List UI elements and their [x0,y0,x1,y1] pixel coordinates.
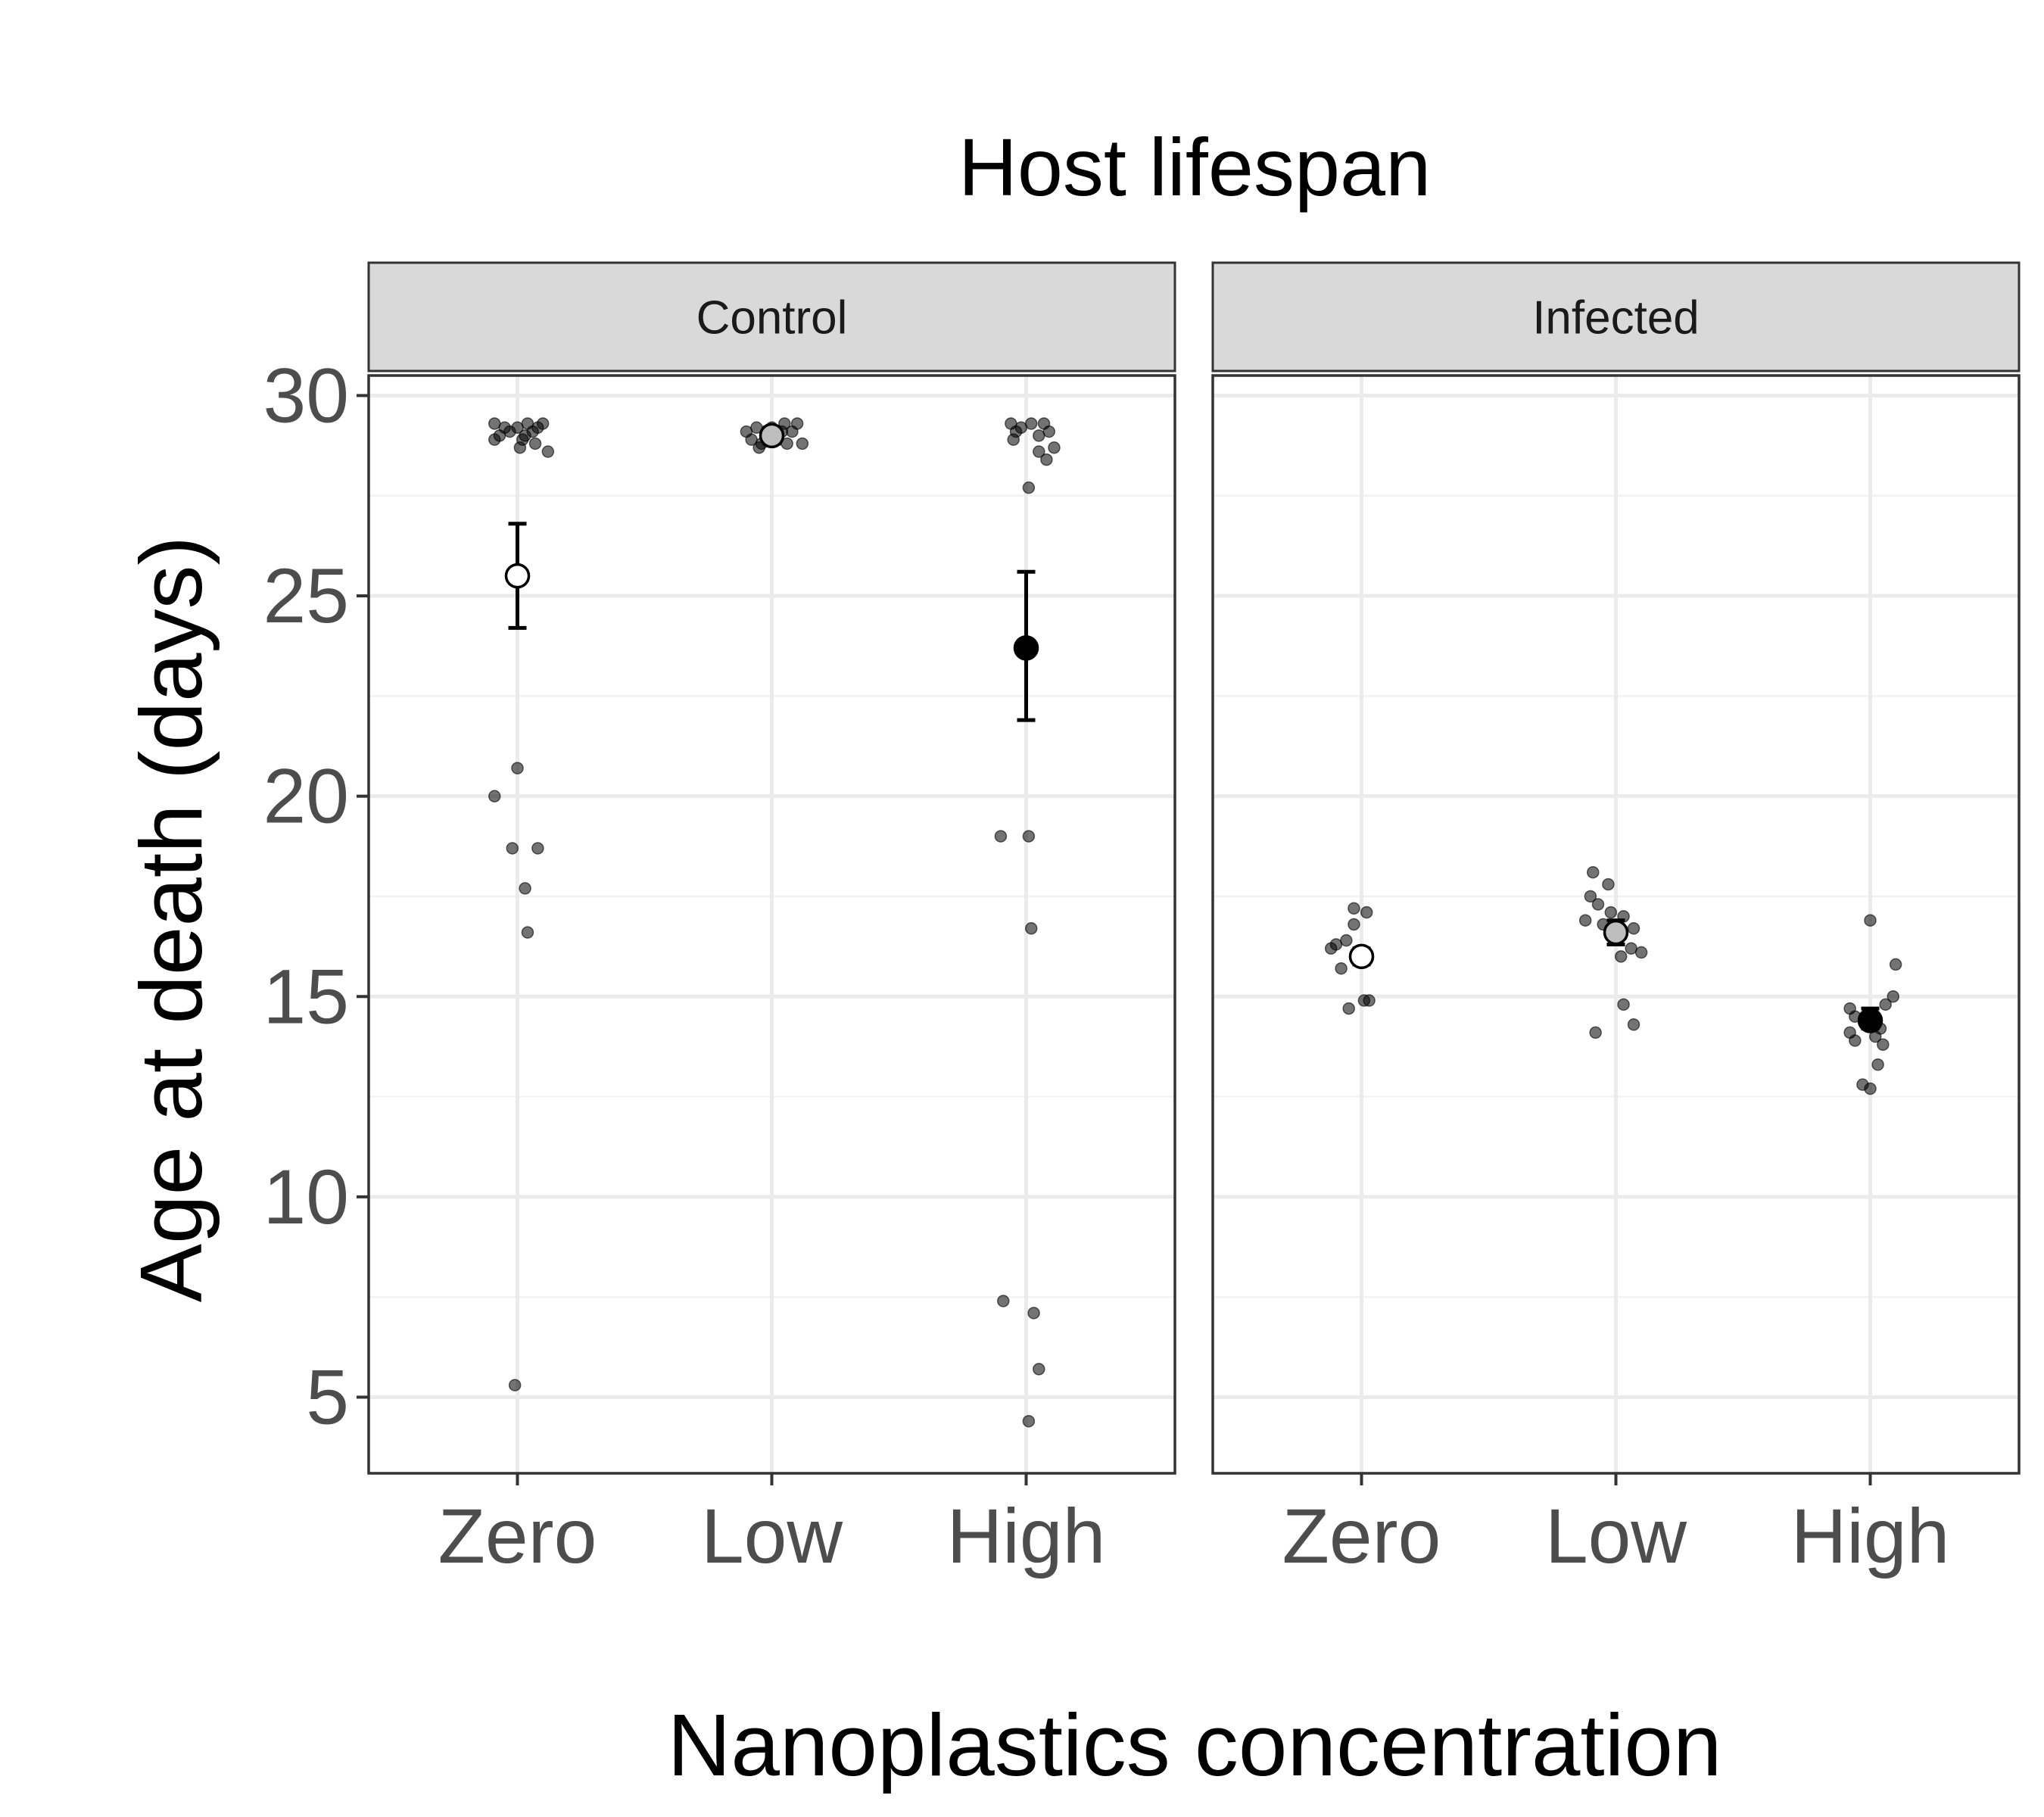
data-point [796,437,809,450]
mean-marker [1348,943,1375,970]
data-point [1342,1002,1355,1015]
data-point [1348,918,1360,931]
x-tick-label: Low [1545,1493,1687,1579]
x-tick-label: Zero [438,1493,597,1579]
group-zero [488,417,555,1392]
facet-strip [1211,261,2021,372]
data-point [1048,441,1061,454]
facet-panel-infected: Infected Zero Low High [1211,261,2021,1579]
y-axis-title: Age at death (days) [122,536,220,1302]
mean-marker [759,422,785,449]
group-low [1578,865,1648,1039]
data-point [1033,445,1045,458]
mean-marker [504,563,531,589]
data-point [1022,481,1036,494]
data-point [1022,830,1036,843]
data-point [1324,942,1338,955]
mean-marker [1013,635,1039,661]
data-point [1024,417,1038,430]
y-tick-label: 5 [306,1354,349,1440]
data-point [1340,933,1353,947]
data-point [531,842,544,855]
data-point [1877,1038,1890,1052]
x-tick-label: Low [701,1493,843,1579]
data-point [1879,998,1892,1011]
data-point [1007,433,1020,446]
data-point [1627,1018,1640,1031]
data-point [541,445,555,458]
data-point [1357,994,1371,1007]
mean-marker [1857,1008,1884,1033]
data-point [1589,1026,1602,1039]
data-point [1864,914,1877,927]
y-tick-label: 25 [263,553,349,639]
x-tick-label: Zero [1282,1493,1441,1579]
data-point [488,433,501,446]
y-tick-label: 15 [263,953,349,1039]
data-point [511,762,524,774]
data-point [506,842,519,855]
data-point [1591,898,1605,911]
data-point [1587,865,1600,879]
data-point [1602,877,1615,891]
data-point [519,429,531,442]
data-point [994,830,1008,843]
data-point [1614,950,1628,963]
data-point [488,790,501,803]
facet-panels: Control Zero Low High Infected Zero Low High [367,261,2021,1579]
data-point [1042,425,1055,438]
x-axis-title: Nanoplastics concentration [668,1696,1722,1794]
data-point [1584,890,1597,903]
y-axis: 5 10 15 20 25 30 [263,352,369,1440]
data-point [790,417,804,430]
data-point [528,437,542,450]
data-point [1360,905,1373,919]
data-point [1033,1363,1045,1376]
data-point [1871,1058,1884,1071]
group-zero [1324,902,1376,1015]
data-point [1889,958,1902,971]
data-point [997,1295,1010,1307]
chart-title: Host lifespan [958,121,1431,213]
group-high [994,417,1061,1428]
facet-strip-label: Control [696,292,848,344]
data-point [1627,922,1640,935]
data-point [1634,946,1648,959]
facet-strip [367,261,1176,372]
group-high [1843,914,1902,1095]
facet-panel-control: Control Zero Low High [367,261,1176,1579]
x-tick-label: High [1791,1493,1950,1579]
y-tick-label: 10 [263,1154,349,1240]
data-point [519,882,531,895]
data-point [778,417,791,430]
data-point [1335,961,1348,975]
data-point [1024,922,1038,935]
data-point [513,441,527,454]
facet-strip-label: Infected [1532,292,1700,344]
data-point [536,417,550,430]
y-tick-label: 30 [263,352,349,438]
data-point [1027,1307,1040,1320]
data-point [1849,1034,1862,1047]
mean-marker [1603,919,1629,946]
data-point [508,1379,522,1392]
data-point [1578,914,1592,927]
data-point [1022,1414,1036,1428]
data-point [1040,453,1053,466]
data-point [1604,905,1618,919]
data-point [521,926,534,939]
data-point [1887,990,1899,1003]
data-point [1617,998,1630,1011]
x-tick-label: High [947,1493,1106,1579]
data-point [1864,1082,1877,1095]
data-point [752,441,765,454]
data-point [1348,902,1360,915]
group-low [740,417,809,454]
y-tick-label: 20 [263,753,349,840]
